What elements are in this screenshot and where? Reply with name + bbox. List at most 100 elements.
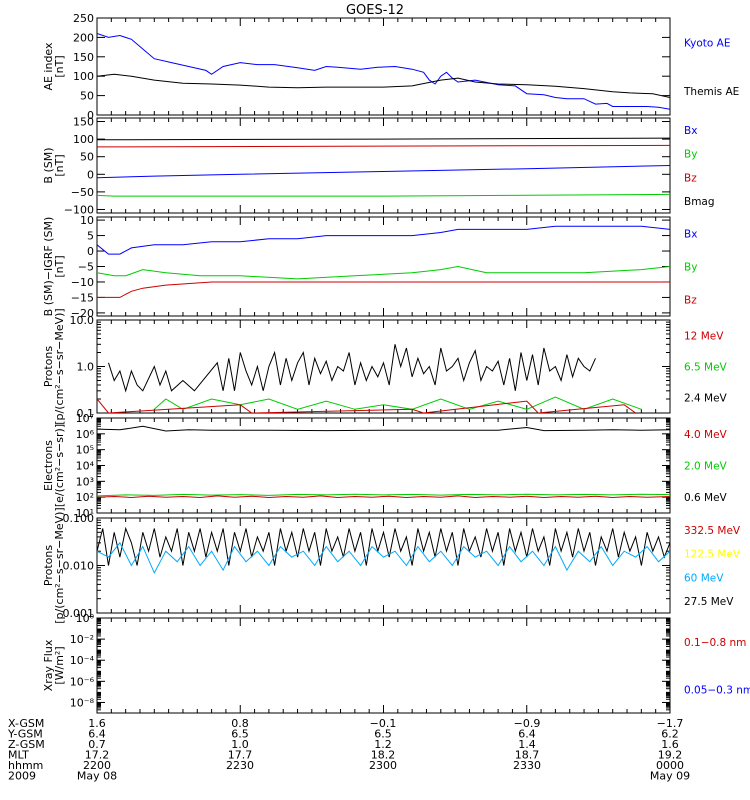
panel-xray: 10⁰ 10⁻² 10⁻⁴ 10⁻⁶ 10⁻⁸ Xray Flux[W/m²] 0.1−0.… [42, 612, 750, 714]
y-tick-label: 0.001 [63, 607, 95, 620]
panel-frame [96, 216, 671, 317]
y-tick-label: 250 [73, 12, 94, 25]
y-tick-label: 10⁻⁴ [70, 654, 95, 667]
series-line-4-0-mev [97, 495, 670, 499]
orbit-footer: X-GSM 1.6 0.8 −0.1 −0.9 −1.7 Y-GSM 6.4 6.5 6.5 6.4… [7, 717, 690, 783]
panel-electrons: 10¹ 10² 10³ 10⁴ 10⁵ 10⁶ 10⁷ Electrons[e/(cm²−s−… [42, 412, 728, 520]
footer-value: 1.6 [661, 738, 679, 751]
panel-ae: 0 50 100 150 200 250 AE index[nT] Kyoto AE Themi… [42, 12, 739, 122]
footer-value: 2230 [226, 759, 254, 772]
y-tick-label: 1.0 [77, 361, 95, 374]
y-tick-label: 0.1 [77, 407, 95, 420]
y-tick-label: 0.010 [63, 560, 95, 573]
y-axis-label: [p/(cm²−s−sr−MeV)] [53, 308, 66, 424]
series-line-bz [97, 144, 670, 148]
panel-protons1: 0.1 1.0 10.0 Protons[p/(cm²−s−sr−MeV)] 12 Me… [42, 308, 728, 424]
footer-row-label: X-GSM [8, 717, 44, 730]
footer-value: 6.5 [231, 728, 249, 741]
y-axis-label: B (SM) [42, 147, 55, 183]
series-line-2-0-mev [97, 493, 670, 497]
y-tick-label: 10² [76, 491, 94, 504]
legend-entry: 0.1−0.8 nm [684, 637, 746, 649]
y-tick-label: 200 [73, 31, 94, 44]
legend-entry: Bmag [684, 196, 715, 208]
legend-entry: Bz [684, 172, 697, 184]
y-tick-label: 10⁶ [76, 428, 95, 441]
y-tick-label: 100 [73, 70, 94, 83]
y-axis-label: [nT] [53, 255, 66, 277]
y-tick-label: 10.0 [70, 314, 95, 327]
footer-value: May 08 [77, 770, 117, 783]
y-axis-label: [nT] [53, 55, 66, 77]
y-axis-label: Protons [42, 545, 55, 586]
footer-value: −1.7 [657, 717, 684, 730]
legend-entry: Bz [684, 295, 697, 307]
legend-entry: Bx [684, 229, 697, 241]
footer-row-label: Y-GSM [7, 728, 43, 741]
footer-value: 1.4 [518, 738, 536, 751]
series-line-bmag [97, 137, 670, 141]
series-line-27-5-mev [97, 526, 670, 566]
footer-value: 0.8 [231, 717, 249, 730]
legend-entry: 2.4 MeV [684, 393, 728, 405]
footer-value: −0.1 [370, 717, 397, 730]
footer-value: 6.4 [88, 728, 106, 741]
series-line-2-4-mev [108, 344, 596, 393]
y-tick-label: 10⁴ [76, 460, 95, 473]
y-tick-label: 10⁻² [70, 633, 94, 646]
legend-entry: Bx [684, 125, 697, 137]
y-tick-label: 10⁰ [76, 612, 95, 625]
y-tick-label: 10⁻⁸ [70, 696, 95, 709]
legend-entry: 12 MeV [684, 331, 724, 343]
panel-protons2: 0.001 0.010 0.100 Protons[p/(cm²−s−sr−MeV)]… [42, 507, 741, 623]
y-axis-label: Electrons [42, 440, 55, 491]
panel-frame [96, 117, 671, 214]
footer-row-label: MLT [8, 749, 29, 762]
y-tick-label: 10¹ [76, 507, 94, 520]
y-tick-label: 10⁻⁶ [70, 675, 95, 688]
y-axis-label: [p/(cm²−s−sr−MeV)] [53, 507, 66, 623]
panel-bdiff: −20 −15 −10 −5 0 5 10 B (SM)−IGRF (SM)[nT] Bx By B… [42, 214, 697, 320]
series-line-bx [97, 225, 670, 255]
footer-value: May 09 [650, 770, 690, 783]
y-tick-label: 100 [73, 133, 94, 146]
series-line-by [97, 265, 670, 280]
y-tick-label: 10³ [76, 475, 94, 488]
footer-value: −0.9 [514, 717, 541, 730]
y-tick-label: −20 [71, 307, 94, 320]
y-tick-label: −100 [64, 203, 94, 216]
footer-value: 2300 [369, 759, 397, 772]
footer-value: 6.5 [374, 728, 392, 741]
y-tick-label: 0 [87, 245, 94, 258]
series-line-themis-ae [97, 73, 670, 98]
footer-value: 6.4 [518, 728, 536, 741]
series-line-kyoto-ae [97, 33, 670, 110]
series-line-60-mev [97, 541, 670, 575]
series-line-bz [97, 281, 670, 298]
series-line-0-6-mev [97, 425, 670, 432]
footer-row-label: hhmm [8, 759, 43, 772]
y-tick-label: 150 [73, 51, 94, 64]
footer-value: 6.2 [661, 728, 679, 741]
y-tick-label: −15 [71, 291, 94, 304]
series-line-12-mev [97, 398, 636, 413]
legend-entry: By [684, 262, 697, 274]
footer-value: 2330 [513, 759, 541, 772]
y-axis-label: Xray Flux [42, 639, 55, 691]
series-line-bx [97, 165, 670, 179]
y-axis-label: Protons [42, 346, 55, 387]
footer-row-label: Z-GSM [8, 738, 45, 751]
y-tick-label: −5 [78, 261, 94, 274]
footer-row-label: 2009 [8, 770, 36, 783]
legend-entry: 27.5 MeV [684, 596, 734, 608]
legend-entry: 4.0 MeV [684, 429, 728, 441]
y-tick-label: 50 [80, 90, 94, 103]
legend-entry: 0.05−0.3 nm [684, 684, 750, 696]
y-tick-label: −10 [71, 276, 94, 289]
footer-value: 17.2 [85, 749, 110, 762]
y-axis-label: AE index [42, 42, 55, 91]
legend-entry: 122.5 MeV [684, 549, 741, 561]
footer-value: 0.7 [88, 738, 106, 751]
panel-frame [96, 617, 671, 714]
